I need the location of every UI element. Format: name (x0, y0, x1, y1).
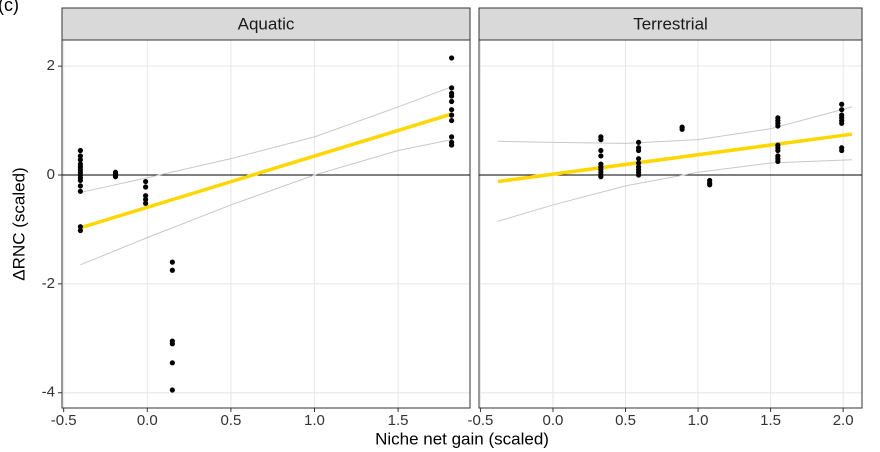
point (449, 134, 455, 140)
point (143, 184, 149, 190)
x-tick-label: 1.5 (760, 412, 781, 429)
point (449, 142, 455, 148)
confidence-band (80, 139, 452, 266)
y-axis-label: ΔRNC (scaled) (9, 167, 28, 280)
point (169, 267, 175, 273)
point (77, 224, 83, 230)
x-tick-label: 0.0 (543, 412, 564, 429)
point (77, 153, 83, 159)
strip (478, 7, 863, 41)
point (635, 156, 642, 162)
x-tick-label: 0.0 (137, 412, 158, 429)
y-tick-label: -4 (42, 384, 55, 401)
strip-title: Aquatic (238, 14, 295, 33)
confidence-band (80, 86, 452, 193)
x-tick-label: 2.0 (833, 412, 854, 429)
point (839, 147, 845, 154)
point (169, 360, 175, 366)
point (77, 147, 83, 154)
point (77, 188, 83, 194)
point (143, 196, 149, 203)
point (449, 112, 455, 118)
point (77, 177, 83, 184)
point (598, 137, 604, 143)
point (598, 153, 604, 159)
point (598, 147, 604, 154)
point (839, 101, 845, 107)
point (449, 98, 455, 105)
y-tick-label: -2 (42, 275, 55, 292)
x-axis-label: Niche net gain (scaled) (375, 429, 549, 448)
strip (61, 7, 471, 41)
point (449, 107, 455, 113)
point (143, 200, 149, 206)
point (449, 85, 455, 91)
panel-tag: (c) (0, 0, 19, 15)
point (112, 174, 119, 180)
fit-line (497, 132, 853, 184)
point (143, 178, 149, 185)
point (598, 174, 604, 180)
point (169, 259, 175, 265)
point (449, 93, 455, 99)
point (775, 158, 781, 164)
panel-background (62, 40, 470, 408)
point (449, 117, 455, 124)
point (635, 147, 642, 154)
x-tick-label: -0.5 (51, 412, 77, 429)
point (839, 120, 845, 126)
point (679, 126, 685, 132)
strip-title: Terrestrial (633, 14, 708, 33)
confidence-band (497, 159, 852, 222)
point (707, 182, 713, 188)
panel-background (479, 40, 862, 408)
x-tick-label: 0.5 (615, 412, 636, 429)
point (449, 55, 455, 61)
x-tick-label: 1.0 (304, 412, 325, 429)
point (77, 227, 83, 234)
point (635, 160, 642, 166)
point (635, 139, 642, 145)
point (169, 341, 175, 347)
point (775, 123, 781, 129)
point (839, 107, 845, 113)
fit-line (79, 112, 453, 230)
x-tick-label: 0.5 (220, 412, 241, 429)
point (143, 193, 149, 199)
point (77, 157, 83, 163)
point (77, 183, 83, 189)
x-tick-label: 1.5 (388, 412, 409, 429)
point (775, 147, 781, 154)
confidence-band (497, 106, 852, 144)
x-tick-label: -0.5 (468, 412, 494, 429)
y-tick-label: 2 (47, 57, 55, 74)
point (169, 387, 175, 393)
point (635, 172, 642, 178)
x-tick-label: 1.0 (688, 412, 709, 429)
y-tick-label: 0 (47, 166, 55, 183)
